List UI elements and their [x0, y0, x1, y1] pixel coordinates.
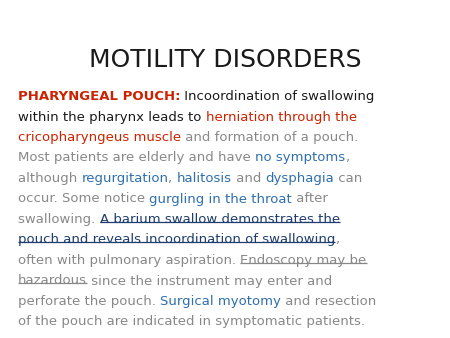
Text: within the pharynx leads to: within the pharynx leads to	[18, 111, 206, 123]
Text: swallowing.: swallowing.	[18, 213, 99, 226]
Text: ,: ,	[345, 151, 349, 165]
Text: although: although	[18, 172, 81, 185]
Text: ,: ,	[335, 234, 339, 246]
Text: perforate the pouch.: perforate the pouch.	[18, 295, 160, 308]
Text: and formation of a pouch.: and formation of a pouch.	[181, 131, 358, 144]
Text: hazardous: hazardous	[18, 274, 87, 288]
Text: ,: ,	[168, 172, 177, 185]
Text: since the instrument may enter and: since the instrument may enter and	[87, 274, 332, 288]
Text: occur. Some notice: occur. Some notice	[18, 193, 149, 206]
Text: regurgitation: regurgitation	[81, 172, 168, 185]
Text: can: can	[334, 172, 363, 185]
Text: halitosis: halitosis	[177, 172, 232, 185]
Text: of the pouch are indicated in symptomatic patients.: of the pouch are indicated in symptomati…	[18, 315, 365, 329]
Text: cricopharyngeus muscle: cricopharyngeus muscle	[18, 131, 181, 144]
Text: and resection: and resection	[281, 295, 376, 308]
Text: often with pulmonary aspiration.: often with pulmonary aspiration.	[18, 254, 240, 267]
Text: after: after	[292, 193, 328, 206]
Text: A barium swallow demonstrates the: A barium swallow demonstrates the	[99, 213, 340, 226]
Text: pouch and reveals incoordination of swallowing: pouch and reveals incoordination of swal…	[18, 234, 335, 246]
Text: MOTILITY DISORDERS: MOTILITY DISORDERS	[89, 48, 361, 72]
Text: Endoscopy may be: Endoscopy may be	[240, 254, 367, 267]
Text: gurgling in the throat: gurgling in the throat	[149, 193, 292, 206]
Text: PHARYNGEAL POUCH:: PHARYNGEAL POUCH:	[18, 90, 180, 103]
Text: herniation through the: herniation through the	[206, 111, 357, 123]
Text: Most patients are elderly and have: Most patients are elderly and have	[18, 151, 255, 165]
Text: Incoordination of swallowing: Incoordination of swallowing	[180, 90, 375, 103]
Text: dysphagia: dysphagia	[266, 172, 334, 185]
Text: no symptoms: no symptoms	[255, 151, 345, 165]
Text: Surgical myotomy: Surgical myotomy	[160, 295, 281, 308]
Text: and: and	[232, 172, 266, 185]
